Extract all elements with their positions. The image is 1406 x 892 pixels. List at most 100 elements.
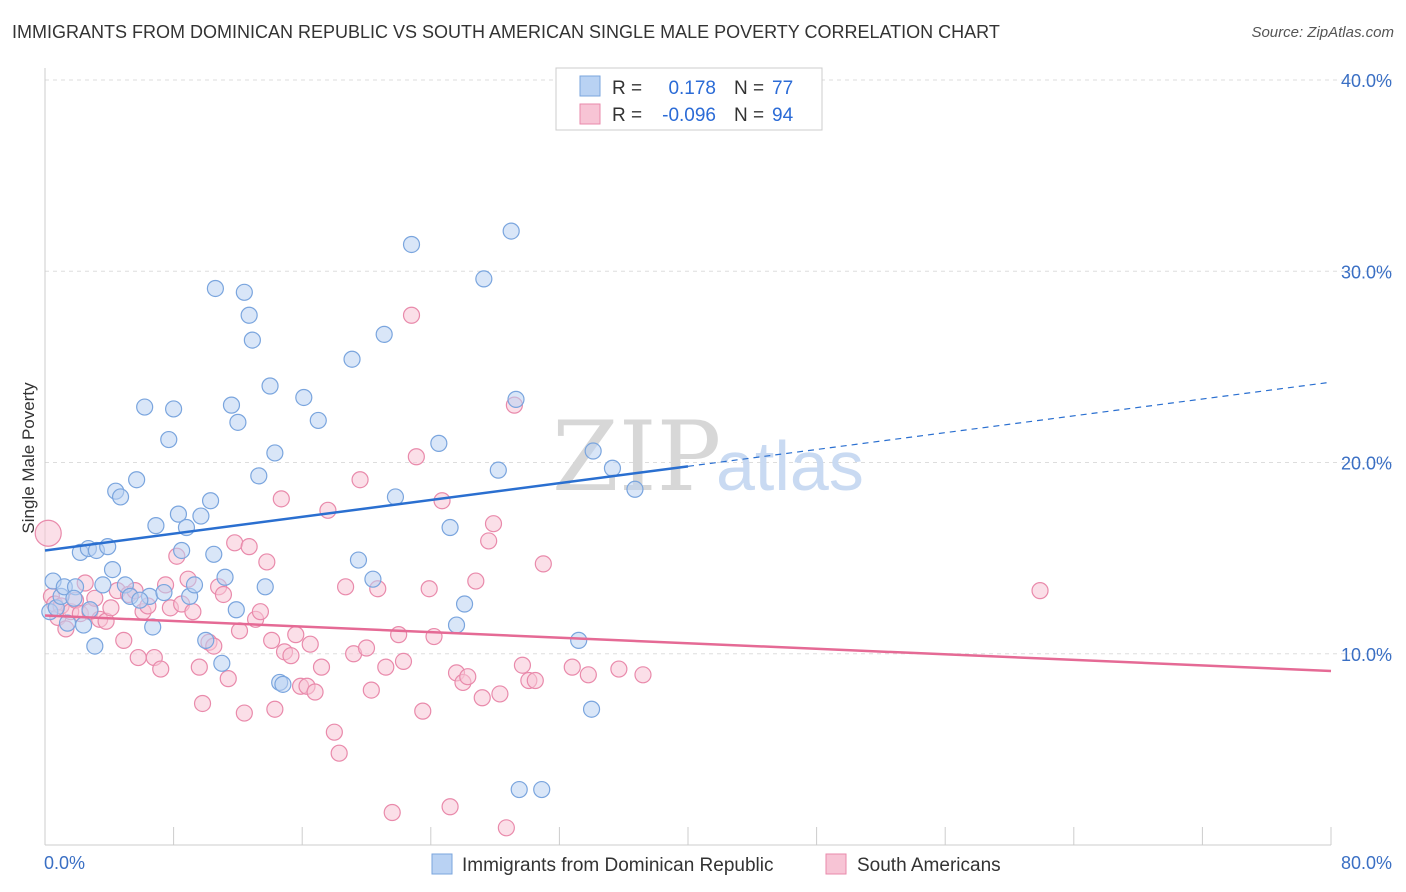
legend-n-label: N = <box>734 78 764 99</box>
data-point-blue <box>256 578 274 596</box>
data-point-blue <box>213 654 231 672</box>
data-point-pink <box>362 681 380 699</box>
data-point-pink <box>226 534 244 552</box>
chart-title: IMMIGRANTS FROM DOMINICAN REPUBLIC VS SO… <box>12 22 1000 42</box>
legend-r-value: -0.096 <box>662 105 716 126</box>
data-point-blue <box>136 398 154 416</box>
data-point-pink <box>258 553 276 571</box>
data-point-pink <box>480 532 498 550</box>
data-point-blue <box>295 388 313 407</box>
data-point-pink <box>190 658 208 676</box>
data-point-pink <box>282 647 300 665</box>
data-point-blue <box>510 780 528 799</box>
trend-line-pink <box>44 614 1332 673</box>
data-point-blue <box>205 545 223 563</box>
data-point-pink <box>337 578 355 596</box>
series-south-americans <box>34 306 1049 837</box>
data-point-blue <box>81 601 99 619</box>
data-point-pink <box>272 490 290 508</box>
data-point-pink <box>402 306 421 324</box>
data-point-blue <box>201 492 220 510</box>
data-point-blue <box>402 235 421 254</box>
grid <box>45 79 1392 655</box>
data-point-pink <box>407 448 425 466</box>
data-point-blue <box>65 589 83 607</box>
legend-swatch-pink <box>579 103 601 125</box>
data-point-blue <box>584 442 602 460</box>
data-point-pink <box>484 515 503 533</box>
data-point-pink <box>102 599 120 617</box>
data-point-pink <box>1031 582 1049 600</box>
y-tick-label: 30.0% <box>1341 262 1392 282</box>
data-point-pink <box>491 685 509 703</box>
data-point-pink <box>319 501 337 519</box>
data-point-blue <box>261 377 279 395</box>
bottom-legend-swatch-blue <box>431 853 453 875</box>
data-point-blue <box>626 480 644 498</box>
data-point-pink <box>390 626 408 644</box>
data-point-pink <box>312 658 331 676</box>
chart-source: Source: ZipAtlas.com <box>1251 24 1394 41</box>
y-tick-label: 20.0% <box>1341 454 1392 474</box>
data-point-blue <box>111 488 130 506</box>
data-point-pink <box>240 538 258 556</box>
data-point-pink <box>534 555 552 573</box>
data-point-blue <box>364 570 382 588</box>
data-point-pink <box>377 658 395 676</box>
data-point-pink <box>263 631 281 649</box>
bottom-legend-label: South Americans <box>857 855 1001 876</box>
data-point-pink <box>115 631 133 649</box>
x-tick-label: 80.0% <box>1341 853 1392 873</box>
data-point-blue <box>349 551 368 569</box>
data-point-blue <box>343 350 361 368</box>
data-point-blue <box>430 434 448 452</box>
data-point-blue <box>441 518 459 537</box>
data-point-pink <box>610 660 628 678</box>
data-point-pink <box>266 700 284 718</box>
data-point-pink <box>526 671 544 690</box>
data-point-blue <box>309 411 327 430</box>
trend-lines <box>44 381 1332 673</box>
data-point-blue <box>489 461 507 479</box>
axes <box>44 68 1332 846</box>
bottom-legend-swatch-pink <box>825 853 847 875</box>
data-point-blue <box>603 459 622 477</box>
data-point-blue <box>94 576 112 594</box>
data-point-blue <box>128 471 146 489</box>
data-point-blue <box>274 675 292 693</box>
legend-r-label: R = <box>612 78 642 99</box>
data-point-blue <box>227 601 245 619</box>
data-point-pink <box>184 603 202 621</box>
data-point-blue <box>235 283 253 301</box>
data-point-pink <box>219 670 237 688</box>
data-point-blue <box>131 591 149 609</box>
data-point-pink <box>579 666 597 684</box>
data-point-blue <box>86 637 104 655</box>
data-point-pink <box>235 704 253 722</box>
data-point-blue <box>455 595 474 613</box>
data-point-pink <box>193 694 212 713</box>
data-point-pink <box>306 683 324 701</box>
legend-swatch-blue <box>579 75 601 97</box>
data-point-pink <box>414 702 432 720</box>
y-tick-label: 10.0% <box>1341 645 1392 665</box>
data-point-blue <box>582 700 601 718</box>
legend: R = 0.178 N = 77 R = -0.096 N = 94 <box>555 67 823 131</box>
y-tick-label: 40.0% <box>1341 71 1392 91</box>
data-point-blue <box>169 505 188 523</box>
data-point-pink <box>325 723 343 741</box>
data-point-pink <box>152 660 170 678</box>
bottom-legend-label: Immigrants from Dominican Republic <box>462 855 774 876</box>
trend-line-blue <box>44 465 689 552</box>
data-point-pink <box>330 744 348 762</box>
data-point-blue <box>74 616 93 634</box>
data-point-blue <box>266 444 284 462</box>
x-tick-label: 0.0% <box>44 853 85 873</box>
data-point-blue <box>165 400 183 418</box>
data-point-pink <box>129 648 147 667</box>
data-point-pink <box>473 689 491 707</box>
data-point-pink <box>287 626 305 644</box>
data-point-pink <box>34 519 62 547</box>
y-tick-labels: 10.0% 20.0% 30.0% 40.0% <box>1341 71 1392 665</box>
